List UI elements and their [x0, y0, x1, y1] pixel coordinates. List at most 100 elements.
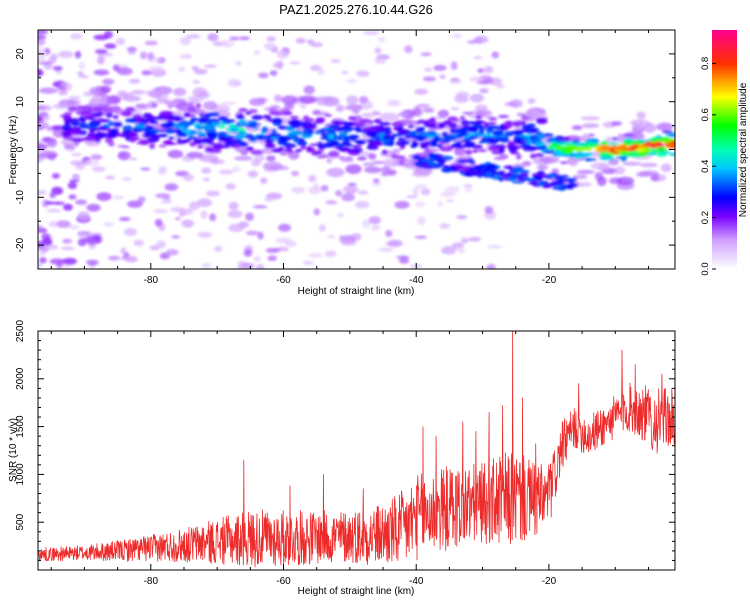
spectrogram-noise-cell: [75, 199, 88, 205]
spectrogram-ridge-cell: [289, 115, 299, 120]
spectrogram-noise-cell: [347, 182, 357, 187]
spectrogram-noise-cell: [256, 263, 265, 269]
spectrogram-noise-cell: [227, 210, 243, 218]
spectrogram-ridge-cell: [300, 141, 308, 146]
spectrogram-ridge-cell: [176, 138, 183, 143]
spectrogram-ridge-cell: [117, 144, 128, 148]
spectrogram-noise-cell: [127, 51, 136, 55]
spectrogram-ridge-cell: [439, 140, 447, 144]
spectrogram-noise-cell: [104, 43, 117, 49]
spectrogram-noise-cell: [159, 199, 174, 204]
spectrogram-noise-cell: [205, 190, 220, 197]
spectrogram-halo-cell: [146, 89, 164, 97]
x-tick-label: -80: [144, 275, 159, 286]
spectrogram-noise-cell: [74, 50, 82, 59]
spectrogram-ridge-cell: [537, 170, 545, 175]
spectrogram-ridge-cell: [499, 153, 509, 160]
spectrogram-noise-cell: [91, 166, 106, 173]
spectrogram-ridge-cell: [72, 100, 82, 104]
spectrogram-noise-cell: [144, 40, 159, 46]
spectrogram-noise-cell: [433, 64, 447, 72]
spectrogram-noise-cell: [97, 55, 105, 65]
spectrogram-halo-cell: [454, 146, 466, 156]
spectrogram-ridge-cell: [150, 128, 161, 134]
spectrogram-ridge-cell: [338, 147, 351, 152]
spectrogram-ridge-cell: [191, 118, 200, 121]
spectrogram-ridge-cell: [551, 186, 565, 190]
spectrogram-ridge-cell: [547, 144, 555, 151]
spectrogram-noise-cell: [41, 116, 50, 121]
spectrogram-ridge-cell: [556, 142, 566, 146]
spectrogram-halo-cell: [580, 116, 601, 121]
spectrogram-ridge-cell: [458, 127, 468, 133]
spectrogram-ridge-cell: [197, 144, 204, 149]
spectrogram-ridge-cell: [112, 121, 123, 128]
spectrogram-halo-cell: [100, 85, 112, 94]
spectrogram-noise-cell: [424, 67, 433, 72]
spectrogram-ridge-cell: [437, 144, 443, 148]
spectrogram-ridge-cell: [536, 119, 548, 125]
spectrogram-ridge-cell: [268, 108, 276, 113]
spectrogram-ridge-cell: [391, 153, 397, 159]
spectrogram-ridge-cell: [354, 129, 364, 133]
spectrogram-halo-cell: [527, 98, 536, 104]
spectrogram-ridge-cell: [230, 127, 238, 134]
spectrogram-x-axis-label: Height of straight line (km): [298, 286, 415, 297]
spectrogram-ridge-cell: [383, 134, 391, 140]
spectrogram-noise-cell: [124, 255, 139, 263]
spectrogram-noise-cell: [112, 195, 124, 200]
spectrogram-halo-cell: [636, 111, 647, 120]
spectrogram-ridge-cell: [324, 114, 333, 117]
spectrogram-noise-cell: [302, 260, 314, 266]
spectrogram-ridge-cell: [197, 132, 207, 136]
spectrogram-noise-cell: [252, 205, 268, 209]
spectrogram-ridge-cell: [222, 136, 233, 143]
spectrogram-noise-cell: [90, 154, 103, 161]
spectrogram-noise-cell: [354, 200, 370, 209]
spectrogram-halo-cell: [335, 104, 345, 112]
spectrogram-noise-cell: [264, 196, 273, 202]
spectrogram-noise-cell: [266, 36, 276, 42]
spectrogram-ridge-cell: [154, 134, 160, 141]
spectrogram-noise-cell: [303, 85, 315, 95]
spectrogram-ridge-cell: [87, 137, 94, 142]
spectrogram-ridge-cell: [494, 171, 502, 174]
spectrogram-noise-cell: [51, 173, 60, 179]
spectrogram-ridge-cell: [428, 154, 439, 160]
spectrogram-noise-cell: [260, 177, 268, 185]
spectrogram-ridge-cell: [418, 127, 426, 131]
spectrogram-ridge-cell: [89, 123, 98, 129]
spectrogram-noise-cell: [179, 36, 191, 46]
spectrogram-ridge-cell: [397, 137, 406, 141]
spectrogram-noise-cell: [44, 244, 59, 250]
spectrogram-ridge-cell: [513, 136, 523, 143]
spectrogram-ridge-cell: [248, 109, 258, 114]
spectrogram-ridge-cell: [212, 145, 223, 151]
spectrogram-ridge-cell: [223, 119, 236, 124]
spectrogram-noise-cell: [209, 213, 217, 222]
spectrogram-ridge-cell: [497, 114, 510, 119]
spectrogram-halo-cell: [361, 112, 377, 118]
spectrogram-ridge-cell: [366, 145, 379, 150]
snr-x-axis-label: Height of straight line (km): [298, 586, 415, 597]
spectrogram-halo-cell: [437, 109, 450, 118]
spectrogram-noise-cell: [38, 262, 43, 268]
spectrogram-noise-cell: [362, 162, 376, 167]
spectrogram-halo-cell: [411, 171, 431, 178]
spectrogram-ridge-cell: [234, 133, 244, 140]
spectrogram-noise-cell: [340, 240, 357, 246]
spectrogram-noise-cell: [235, 61, 242, 66]
spectrogram-noise-cell: [96, 192, 112, 201]
x-tick-label: -60: [276, 576, 291, 587]
spectrogram-ridge-cell: [511, 172, 520, 176]
spectrogram-ridge-cell: [365, 131, 376, 137]
spectrogram-halo-cell: [281, 95, 299, 105]
spectrogram-noise-cell: [201, 262, 212, 269]
spectrogram-ridge-cell: [516, 154, 522, 160]
spectrogram-ridge-cell: [668, 140, 675, 144]
spectrogram-ridge-cell: [507, 140, 516, 147]
spectrogram-noise-cell: [248, 170, 259, 178]
spectrogram-noise-cell: [126, 46, 138, 53]
spectrogram-noise-cell: [276, 49, 289, 59]
spectrogram-noise-cell: [38, 190, 47, 195]
